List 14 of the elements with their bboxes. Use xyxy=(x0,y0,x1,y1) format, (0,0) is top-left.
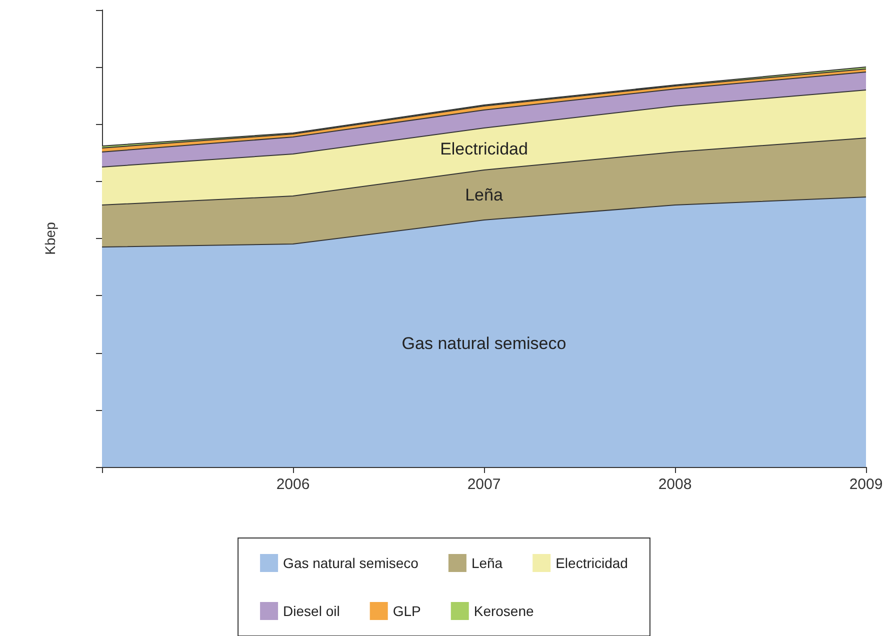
legend-label: GLP xyxy=(392,603,421,619)
text: Gas natural semiseco xyxy=(402,334,566,353)
y-axis-title: Kbep xyxy=(42,222,58,255)
x-tick-label: 2006 xyxy=(276,476,310,493)
text: Electricidad xyxy=(440,140,528,158)
x-tick-label: 2009 xyxy=(849,476,883,493)
text: Leña xyxy=(465,186,503,204)
legend-label: Gas natural semiseco xyxy=(283,555,419,571)
legend-label: Diesel oil xyxy=(283,603,340,619)
x-tick-label: 2008 xyxy=(658,476,692,493)
x-tick-label: 2007 xyxy=(467,476,501,493)
legend-label: Electricidad xyxy=(556,555,628,571)
legend-label: Leña xyxy=(471,555,503,571)
legend-label: Kerosene xyxy=(474,603,534,619)
